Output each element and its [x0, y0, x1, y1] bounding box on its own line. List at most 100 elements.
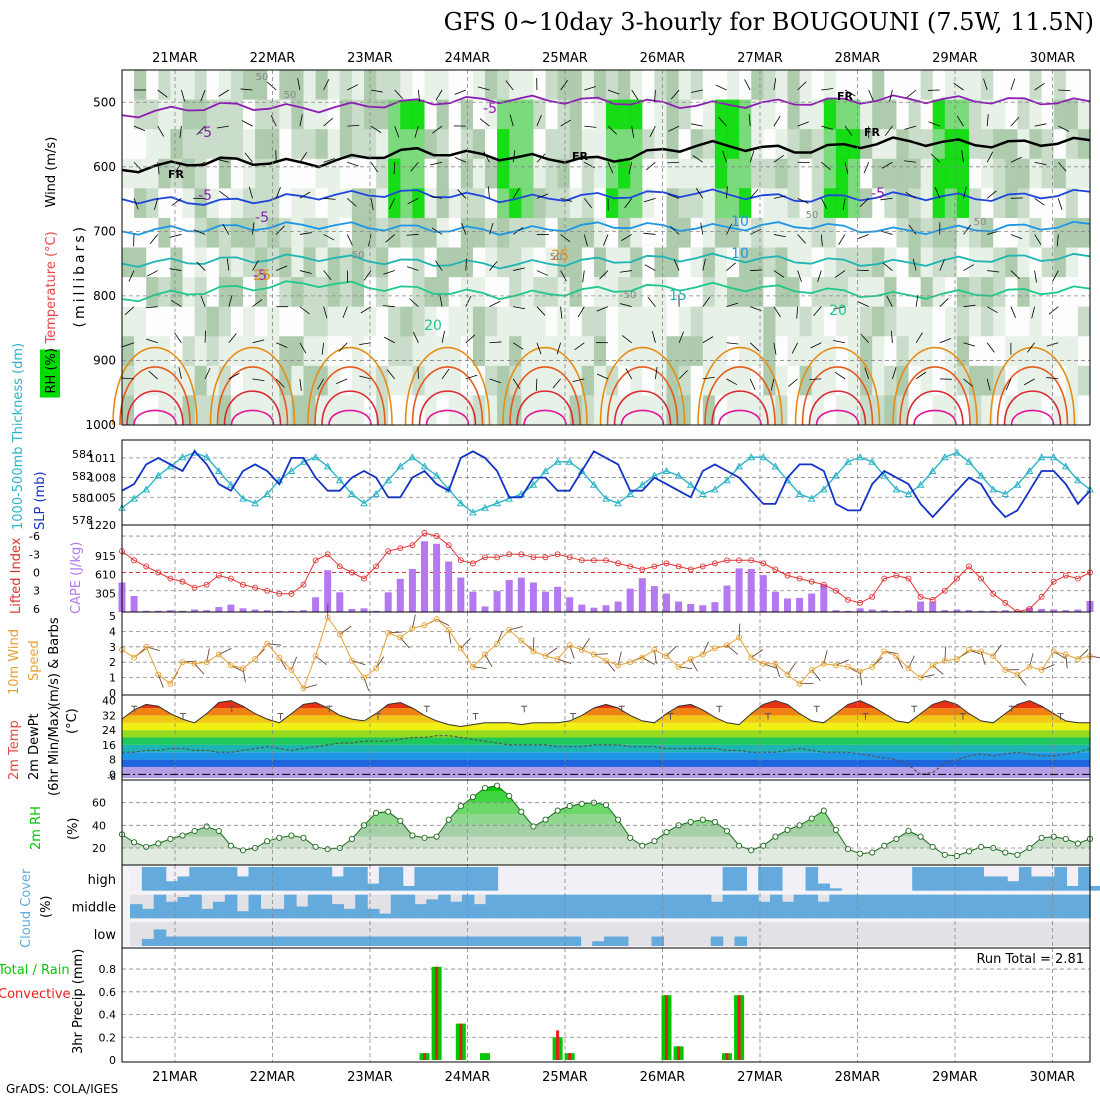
precip-axis-label: 3hr Precip (mm)	[71, 949, 86, 1054]
wind-barb	[881, 161, 893, 169]
rh-cell	[606, 99, 619, 130]
rh-cell	[630, 365, 643, 396]
rh-cell	[146, 158, 159, 189]
rh-cell	[351, 188, 365, 219]
precip-convective-bar	[423, 1053, 426, 1060]
rh-cell	[557, 158, 571, 189]
rh-cell	[182, 158, 196, 189]
cape-bar	[300, 610, 307, 612]
wind-axis-label-2: Speed	[27, 640, 42, 681]
cloud-cell	[734, 867, 747, 891]
cloud-cell	[615, 894, 629, 919]
rh-cell	[158, 99, 171, 130]
wind-barb	[631, 89, 639, 101]
rh-cell	[218, 336, 232, 367]
li-tick-label: 6	[33, 603, 40, 616]
rh-cell	[460, 158, 474, 189]
rh-cell	[146, 336, 159, 367]
wind-speed-marker	[772, 660, 779, 667]
rh-cell	[412, 306, 425, 337]
cloud-cell	[971, 867, 985, 891]
rh-cell	[1053, 247, 1067, 278]
wind-barb	[833, 306, 846, 310]
rh-cell	[1017, 99, 1030, 130]
rh-cell	[727, 217, 740, 248]
rh-cell	[811, 277, 825, 308]
rh-cell	[654, 70, 667, 101]
rh-cell	[122, 365, 135, 396]
pressure-tick-label: 700	[93, 224, 116, 238]
rh-cell	[956, 336, 970, 367]
rh-cell	[654, 188, 667, 219]
rh-cell	[969, 247, 982, 278]
wind-barb	[1034, 123, 1047, 127]
wind-barb	[275, 378, 285, 388]
wind-barb	[179, 126, 182, 139]
cloud-cell	[272, 908, 285, 919]
rh-cell	[714, 365, 728, 396]
rh-cell	[969, 336, 982, 367]
lifted-index-marker	[615, 560, 622, 567]
rh-cell	[1065, 306, 1079, 337]
wind-barb	[1058, 125, 1070, 132]
cloud-cell	[189, 936, 202, 946]
cloud-cell	[414, 936, 427, 946]
rh2m-marker	[1050, 833, 1057, 840]
lifted-index-marker	[482, 554, 488, 561]
rh-cell	[690, 188, 704, 219]
rh-cell	[823, 306, 837, 337]
cape-bar	[917, 601, 925, 612]
pressure-tick-label: 600	[93, 160, 116, 174]
rh-cell	[799, 306, 813, 337]
rh-cell	[521, 395, 534, 426]
cape-bar	[747, 568, 755, 612]
rh-cell	[218, 99, 232, 130]
rh2m-marker	[155, 840, 162, 847]
wind-barb	[915, 371, 927, 380]
rh-cell	[666, 129, 680, 160]
wind-speed-marker	[445, 626, 452, 633]
wind-barb	[174, 332, 182, 344]
rh-cell	[956, 217, 970, 248]
rh-cell	[146, 277, 159, 308]
rh-cell	[956, 129, 970, 160]
li-tick-label: -6	[29, 530, 40, 543]
rh-cell	[1041, 217, 1055, 248]
rh-cell	[158, 336, 171, 367]
rh-cell	[896, 217, 909, 248]
date-label-bottom: 22MAR	[250, 1070, 296, 1085]
cloud-cell	[912, 867, 925, 891]
rh2m-marker	[191, 827, 198, 835]
rh-cell	[642, 70, 655, 101]
cloud-cell	[592, 941, 605, 946]
rh-cell	[134, 99, 147, 130]
rh-cell	[424, 188, 438, 219]
cloud-cell	[580, 894, 593, 919]
cloud-cell	[532, 894, 546, 919]
rh2m-marker	[639, 842, 646, 849]
rh2m-marker	[820, 807, 827, 814]
rh-cell	[279, 247, 292, 278]
wind-speed-marker	[300, 685, 307, 692]
rh-cell	[593, 217, 607, 248]
rh-cell	[291, 365, 304, 396]
rh-cell	[1005, 336, 1018, 367]
rh-cell	[436, 158, 450, 189]
rh-cell	[848, 188, 861, 219]
warm-isotherm	[989, 346, 1076, 426]
wind-barb	[987, 306, 998, 314]
rh-cell	[279, 188, 292, 219]
cloud-cell	[675, 894, 688, 919]
rh-cell	[291, 188, 304, 219]
date-label-top: 23MAR	[347, 51, 393, 66]
rh-cell	[932, 365, 946, 396]
cape-bar	[759, 575, 767, 612]
rh-cell	[727, 365, 740, 396]
rh-cell	[981, 99, 994, 130]
rh-cell	[763, 70, 776, 101]
rh-cell	[908, 306, 922, 337]
cape-bar	[408, 568, 416, 612]
rh-cell	[497, 306, 510, 337]
lifted-index-marker	[966, 563, 972, 570]
precip-ylabel: 3hr Precip (mm)	[71, 949, 86, 1054]
